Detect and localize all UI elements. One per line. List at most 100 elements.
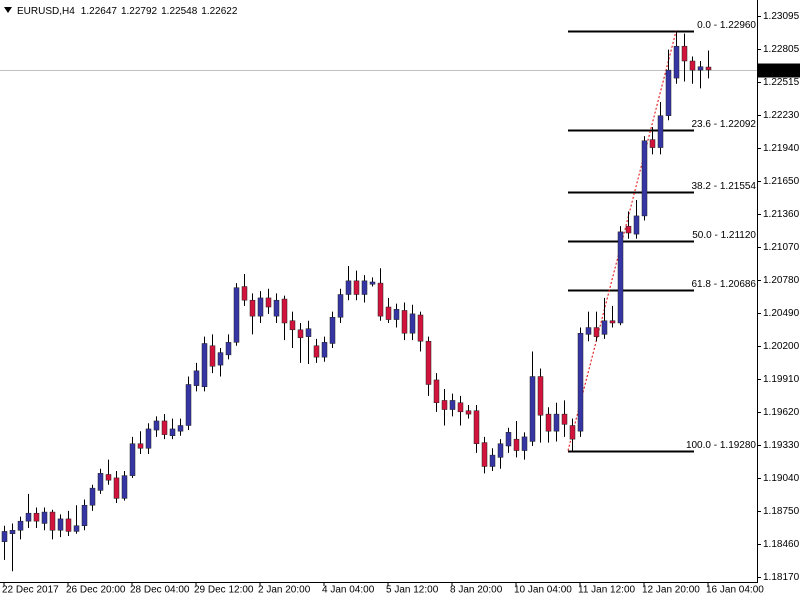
candle-body-up <box>409 313 416 334</box>
candle-body-up <box>185 384 192 426</box>
candle-body-up <box>577 332 584 432</box>
candle-body-down <box>537 376 544 416</box>
x-tick-label: 10 Jan 04:00 <box>514 585 572 596</box>
candle-body-up <box>257 297 264 317</box>
x-tick-label: 12 Jan 20:00 <box>642 585 700 596</box>
candle-body-down <box>209 345 216 367</box>
candle-body-down <box>625 225 632 234</box>
candle-body-up <box>697 66 704 71</box>
candle-body-down <box>377 282 384 317</box>
x-tick-label: 26 Dec 20:00 <box>66 585 126 596</box>
candle-body-down <box>161 420 168 435</box>
fib-level-label: 61.8 - 1.20686 <box>692 279 757 290</box>
y-tick-label: 1.22515 <box>763 77 800 88</box>
candle-body-up <box>225 342 232 356</box>
candle-body-down <box>561 413 568 425</box>
candle-body-up <box>233 287 240 343</box>
candle-body-down <box>137 443 144 449</box>
candle-body-up <box>521 436 528 451</box>
candle-body-up <box>497 443 504 458</box>
y-tick-label: 1.20200 <box>763 341 800 352</box>
candle-body-up <box>81 504 88 526</box>
y-tick-label: 1.23095 <box>763 11 800 22</box>
candle-body-up <box>145 428 152 449</box>
candle-body-down <box>289 320 296 331</box>
candle-body-up <box>169 428 176 436</box>
candle-body-up <box>337 294 344 318</box>
candle-body-up <box>17 520 24 531</box>
candle-body-up <box>121 475 128 499</box>
x-tick-label: 4 Jan 04:00 <box>322 585 375 596</box>
candle-body-down <box>473 410 480 444</box>
candle-body-up <box>601 320 608 335</box>
candle-body-down <box>425 340 432 385</box>
candle-body-down <box>481 442 488 467</box>
current-price-label: 1.22622 <box>762 65 799 76</box>
candle-body-down <box>545 413 552 432</box>
y-tick-label: 1.18170 <box>763 572 800 583</box>
candle-body-up <box>153 420 160 431</box>
chart-title: EURUSD,H4 <box>17 6 75 17</box>
candle-body-up <box>217 352 224 366</box>
candle-body-down <box>241 286 248 301</box>
candle-body-up <box>1 531 8 542</box>
y-tick-label: 1.22230 <box>763 110 800 121</box>
candle-body-down <box>441 400 448 410</box>
candle-body-up <box>329 317 336 344</box>
candle-body-down <box>417 314 424 342</box>
candle-body-down <box>313 345 320 358</box>
header-open: 1.22647 <box>81 6 118 17</box>
current-price-box <box>758 63 800 78</box>
candle-body-up <box>505 432 512 447</box>
candle-body-up <box>489 454 496 467</box>
fib-level-label: 50.0 - 1.21120 <box>692 230 756 241</box>
candle-body-down <box>465 410 472 415</box>
candle-body-up <box>321 342 328 358</box>
candle-body-up <box>89 487 96 506</box>
candle-body-up <box>97 473 104 491</box>
candle-body-down <box>649 139 656 148</box>
y-tick-label: 1.19620 <box>763 407 800 418</box>
candle-body-up <box>369 281 376 285</box>
candle-body-up <box>25 512 32 522</box>
y-tick-label: 1.21360 <box>763 209 800 220</box>
candle-body-down <box>569 425 576 440</box>
candle-body-up <box>633 215 640 235</box>
candle-body-down <box>353 280 360 295</box>
candle-body-down <box>609 320 616 324</box>
candle-body-down <box>513 438 520 451</box>
candle-body-up <box>553 413 560 432</box>
y-tick-label: 1.19330 <box>763 440 800 451</box>
candle-body-down <box>681 45 688 62</box>
candle-body-up <box>57 518 64 531</box>
candle-body-down <box>385 306 392 320</box>
candle-body-up <box>657 115 664 148</box>
candle-body-down <box>49 511 56 531</box>
candle-body-down <box>593 327 600 337</box>
x-tick-label: 28 Dec 04:00 <box>130 585 190 596</box>
candle-body-up <box>641 140 648 217</box>
candle-body-up <box>665 69 672 116</box>
candle-body-up <box>617 231 624 324</box>
y-tick-label: 1.18750 <box>763 506 800 517</box>
y-tick-label: 1.21940 <box>763 143 800 154</box>
y-tick-label: 1.21650 <box>763 176 800 187</box>
candle-body-down <box>105 474 112 481</box>
x-tick-label: 8 Jan 20:00 <box>450 585 503 596</box>
header-close: 1.22622 <box>201 6 238 17</box>
y-tick-label: 1.20490 <box>763 308 800 319</box>
candle-body-up <box>177 425 184 432</box>
x-tick-label: 11 Jan 12:00 <box>578 585 636 596</box>
candle-body-up <box>449 400 456 410</box>
candle-body-up <box>129 443 136 476</box>
candle-body-down <box>281 298 288 324</box>
candle-body-up <box>73 525 80 532</box>
candle-body-down <box>65 518 72 532</box>
chart-header: EURUSD,H4 1.22647 1.22792 1.22548 1.22622 <box>17 6 238 17</box>
candle-body-down <box>705 66 712 71</box>
x-tick-label: 22 Dec 2017 <box>2 585 59 596</box>
fib-level-label: 0.0 - 1.22960 <box>697 20 756 31</box>
candle-body-down <box>297 329 304 339</box>
